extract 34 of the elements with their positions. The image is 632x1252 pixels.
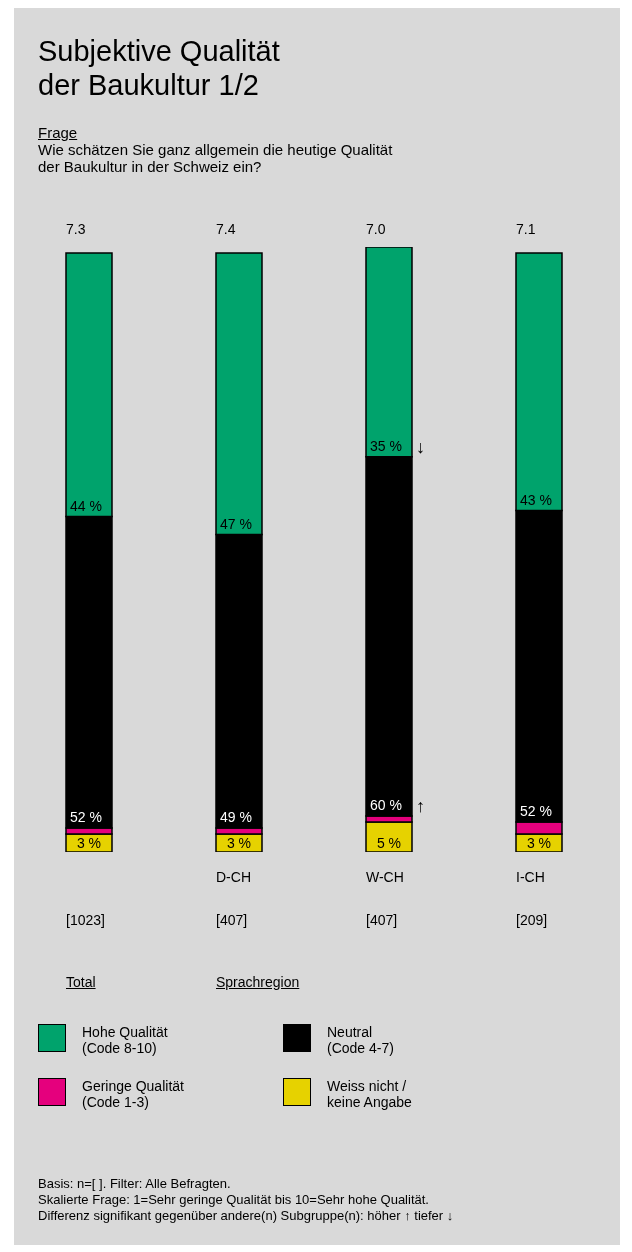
text: 7.0 xyxy=(366,221,386,237)
data-label: 52 % xyxy=(70,809,102,826)
data-label: 3 % xyxy=(226,835,252,851)
x-tick-label: D-CH xyxy=(216,869,251,885)
legend-label: Geringe Qualität (Code 1-3) xyxy=(82,1078,184,1110)
data-label: 35 % xyxy=(370,437,402,454)
text: [407] xyxy=(366,912,398,928)
text: 7.4 xyxy=(216,221,236,237)
data-label: 44 % xyxy=(70,497,102,514)
legend-label: Weiss nicht / keine Angabe xyxy=(327,1078,412,1110)
annotation: ↑ xyxy=(416,796,425,818)
legend-label: Hohe Qualität (Code 8-10) xyxy=(82,1024,168,1056)
data-label: 49 % xyxy=(220,809,252,826)
text: 7.3 xyxy=(66,221,86,237)
text: [1023] xyxy=(66,912,105,928)
text: Total xyxy=(66,974,96,990)
text: Basis: n=[ ]. Filter: Alle Befragten. Skalierte Frage: 1=Sehr geringe Qualität bis 10=Sehr hohe Qualität. Differenz signifikant gegenüber andere(n) Subgruppe(n): höher ↑ tiefer ↓ xyxy=(38,1176,454,1224)
data-label: 47 % xyxy=(220,515,252,532)
chart-subtitle: Frage Wie schätzen Sie ganz allgemein die heutige Qualität der Baukultur in der Schweiz ein? xyxy=(38,124,393,175)
chart-title: Subjektive Qualität der Baukultur 1/2 xyxy=(38,34,280,102)
x-tick-label: I-CH xyxy=(516,869,545,885)
legend-label: Neutral (Code 4-7) xyxy=(327,1024,394,1056)
data-label: 43 % xyxy=(520,491,552,508)
text: Sprachregion xyxy=(216,974,300,990)
text: [209] xyxy=(516,912,548,928)
data-label: 52 % xyxy=(520,803,552,820)
data-label: 3 % xyxy=(526,835,552,851)
x-tick-label: W-CH xyxy=(366,869,404,885)
annotation: ↓ xyxy=(416,436,425,458)
text: 7.1 xyxy=(516,221,536,237)
data-label: 60 % xyxy=(370,797,402,814)
data-label: 3 % xyxy=(76,835,102,851)
text: [407] xyxy=(216,912,248,928)
data-label: 5 % xyxy=(376,835,402,851)
